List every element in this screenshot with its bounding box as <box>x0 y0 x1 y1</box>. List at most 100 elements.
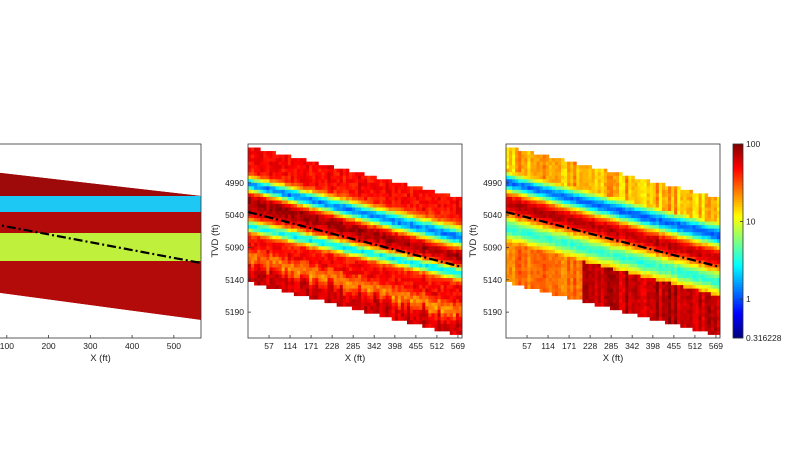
middle-heatmap-cell <box>376 242 380 247</box>
right-heatmap-cell <box>661 281 666 286</box>
middle-heatmap-cell <box>339 256 344 261</box>
middle-heatmap-cell <box>394 281 399 286</box>
middle-heatmap-cell <box>400 285 405 290</box>
right-heatmap-cell <box>640 274 644 279</box>
middle-heatmap-cell <box>339 292 344 297</box>
middle-heatmap-cell <box>330 239 334 244</box>
middle-heatmap-cell <box>373 267 377 272</box>
middle-heatmap-cell <box>455 292 460 297</box>
right-heatmap-cell <box>640 193 644 198</box>
middle-heatmap-cell <box>333 175 338 180</box>
middle-heatmap-cell <box>367 207 371 212</box>
middle-heatmap-cell <box>376 239 380 244</box>
right-heatmap-cell <box>512 228 516 233</box>
middle-heatmap-cell <box>330 189 334 194</box>
middle-heatmap-cell <box>443 232 448 237</box>
middle-heatmap-cell <box>333 214 338 219</box>
right-heatmap-cell <box>567 214 571 219</box>
middle-heatmap-cell <box>376 207 380 212</box>
right-heatmap-cell <box>518 232 522 237</box>
middle-heatmap-cell <box>303 278 307 282</box>
middle-heatmap-cell <box>449 281 454 286</box>
right-heatmap-cell <box>564 207 568 212</box>
right-heatmap-cell <box>564 161 568 166</box>
middle-heatmap-cell <box>342 278 347 282</box>
right-heatmap-cell <box>573 270 577 275</box>
middle-heatmap-cell <box>348 263 353 268</box>
middle-heatmap-cell <box>373 214 377 219</box>
middle-heatmap-cell <box>458 196 463 201</box>
right-heatmap-cell <box>674 249 678 254</box>
middle-x-tick-label: 398 <box>388 341 402 351</box>
middle-heatmap-cell <box>364 175 368 180</box>
middle-heatmap-cell <box>425 232 429 237</box>
middle-heatmap-cell <box>410 196 414 201</box>
right-heatmap-cell <box>640 211 644 215</box>
middle-heatmap-cell <box>309 281 313 286</box>
right-heatmap-cell <box>619 299 623 304</box>
middle-heatmap-cell <box>376 256 380 261</box>
middle-heatmap-cell <box>449 214 454 219</box>
middle-heatmap-cell <box>416 267 420 272</box>
right-heatmap-cell <box>573 214 577 219</box>
middle-heatmap-cell <box>373 179 377 184</box>
middle-heatmap-cell <box>324 242 328 247</box>
middle-heatmap-cell <box>443 211 448 215</box>
middle-heatmap-cell <box>361 179 365 184</box>
middle-heatmap-cell <box>416 299 420 304</box>
right-heatmap-cell <box>668 302 672 307</box>
middle-heatmap-cell <box>364 182 368 187</box>
middle-heatmap-cell <box>382 203 386 208</box>
middle-heatmap-cell <box>263 179 267 184</box>
middle-heatmap-cell <box>437 260 441 265</box>
middle-heatmap-cell <box>455 249 460 254</box>
right-heatmap-cell <box>585 193 589 198</box>
right-heatmap-cell <box>664 302 669 307</box>
right-heatmap-cell <box>545 281 550 286</box>
middle-heatmap-cell <box>315 285 319 290</box>
middle-heatmap-cell <box>367 270 371 275</box>
middle-heatmap-cell <box>443 320 448 325</box>
right-heatmap-cell <box>512 267 516 272</box>
middle-heatmap-cell <box>434 295 438 300</box>
middle-heatmap-cell <box>263 165 267 170</box>
middle-heatmap-cell <box>400 235 405 240</box>
right-heatmap-cell <box>518 225 522 230</box>
middle-x-tick-label: 171 <box>304 341 318 351</box>
middle-y-axis-label: TVD (ft) <box>210 224 221 257</box>
right-heatmap-cell <box>539 196 544 201</box>
right-heatmap-cell <box>671 274 675 279</box>
right-heatmap-cell <box>579 278 583 282</box>
middle-heatmap-cell <box>431 239 435 244</box>
middle-heatmap-cell <box>327 225 331 230</box>
middle-heatmap-cell <box>290 193 295 198</box>
middle-heatmap-cell <box>260 193 264 198</box>
right-heatmap-cell <box>542 193 547 198</box>
middle-heatmap-cell <box>400 203 405 208</box>
middle-heatmap-cell <box>397 186 402 191</box>
right-heatmap-cell <box>515 278 519 282</box>
middle-heatmap-cell <box>364 186 368 191</box>
right-heatmap-cell <box>533 278 537 282</box>
middle-heatmap-cell <box>443 242 448 247</box>
middle-heatmap-cell <box>260 274 264 279</box>
right-heatmap-cell <box>609 235 614 240</box>
middle-heatmap-cell <box>281 161 286 166</box>
middle-heatmap-cell <box>391 218 396 222</box>
middle-heatmap-cell <box>355 302 359 307</box>
right-heatmap-cell <box>585 189 589 194</box>
middle-heatmap-cell <box>410 186 414 191</box>
right-heatmap-cell <box>554 263 559 268</box>
right-heatmap-cell <box>582 225 586 230</box>
middle-heatmap-cell <box>455 270 460 275</box>
middle-heatmap-cell <box>342 249 347 254</box>
middle-heatmap-cell <box>364 246 368 251</box>
middle-heatmap-cell <box>364 306 368 311</box>
middle-heatmap-cell <box>266 239 270 244</box>
middle-heatmap-cell <box>336 242 341 247</box>
right-heatmap-cell <box>628 256 632 261</box>
middle-heatmap-cell <box>410 235 414 240</box>
right-heatmap-cell <box>661 182 666 187</box>
right-heatmap-cell <box>548 179 553 184</box>
right-heatmap-cell <box>609 221 614 226</box>
